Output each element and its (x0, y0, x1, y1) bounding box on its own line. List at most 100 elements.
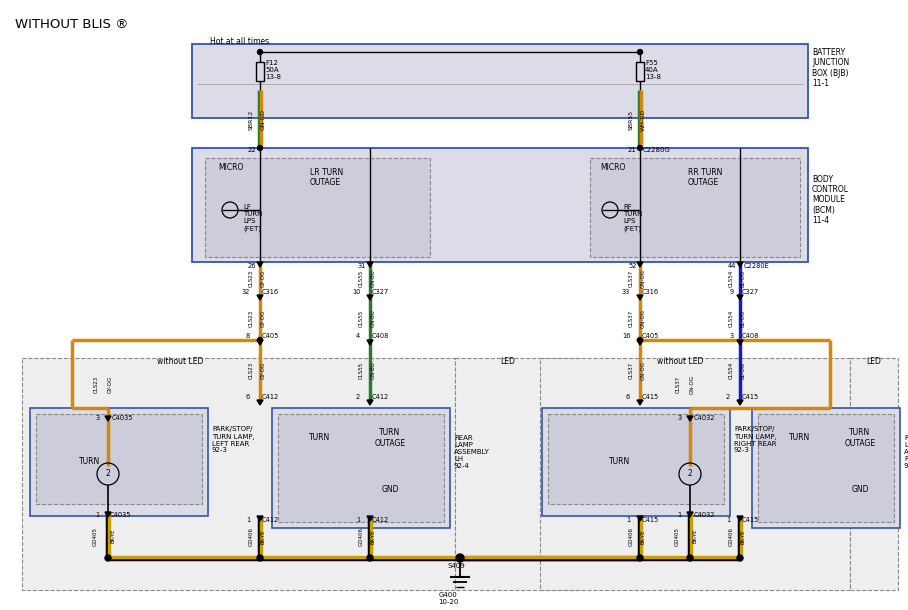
Text: C4035: C4035 (112, 415, 133, 421)
Text: 10: 10 (352, 289, 360, 295)
Polygon shape (850, 358, 898, 590)
Polygon shape (257, 516, 263, 521)
Text: CLS54: CLS54 (728, 361, 734, 379)
Text: LED: LED (500, 357, 516, 367)
Text: 3: 3 (730, 333, 735, 339)
Text: C405: C405 (642, 333, 659, 339)
Polygon shape (758, 414, 894, 522)
Text: 2: 2 (726, 394, 730, 400)
Text: CLS54: CLS54 (728, 270, 734, 287)
Text: CLS37: CLS37 (676, 375, 680, 393)
Polygon shape (36, 414, 202, 504)
Polygon shape (637, 400, 643, 405)
Text: WH-RD: WH-RD (640, 109, 646, 131)
Text: 2: 2 (356, 394, 360, 400)
Text: G400
10-20: G400 10-20 (438, 592, 459, 605)
Text: 31: 31 (358, 263, 366, 269)
Text: C2280E: C2280E (744, 263, 770, 269)
Polygon shape (257, 262, 263, 267)
Polygon shape (637, 295, 643, 300)
Text: 52: 52 (628, 263, 637, 269)
Text: 6: 6 (626, 394, 630, 400)
Text: BK-YE: BK-YE (693, 529, 697, 544)
Polygon shape (542, 408, 730, 516)
Text: C412: C412 (372, 394, 390, 400)
Circle shape (456, 554, 464, 562)
Text: 32: 32 (242, 289, 251, 295)
Circle shape (687, 555, 693, 561)
Circle shape (637, 49, 643, 54)
Polygon shape (637, 262, 643, 267)
Polygon shape (367, 400, 373, 405)
Text: 22: 22 (247, 147, 256, 153)
Text: RR TURN
OUTAGE: RR TURN OUTAGE (688, 168, 723, 187)
Polygon shape (105, 512, 111, 517)
Polygon shape (367, 295, 373, 300)
Polygon shape (687, 416, 693, 421)
Text: 44: 44 (728, 263, 736, 269)
Text: GND: GND (381, 486, 399, 495)
Text: 3: 3 (678, 415, 682, 421)
Polygon shape (257, 400, 263, 405)
Text: 1: 1 (726, 517, 730, 523)
Text: C316: C316 (642, 289, 659, 295)
Text: 2: 2 (105, 470, 111, 478)
Polygon shape (737, 340, 743, 345)
Text: 4: 4 (356, 333, 360, 339)
Circle shape (105, 555, 111, 561)
Polygon shape (272, 408, 450, 528)
Text: TURN: TURN (789, 434, 811, 442)
Text: 6: 6 (246, 394, 251, 400)
Text: CLS23: CLS23 (94, 375, 98, 393)
Polygon shape (367, 262, 373, 267)
Circle shape (258, 337, 262, 342)
Text: LR TURN
OUTAGE: LR TURN OUTAGE (310, 168, 343, 187)
Text: C412: C412 (372, 517, 390, 523)
Text: 1: 1 (626, 517, 630, 523)
Text: TURN
OUTAGE: TURN OUTAGE (844, 428, 875, 448)
Circle shape (637, 146, 643, 151)
Text: BL-OG: BL-OG (741, 270, 745, 287)
Text: GY-OG: GY-OG (261, 309, 265, 326)
Text: GN-OG: GN-OG (640, 268, 646, 287)
Text: GN-BU: GN-BU (370, 269, 376, 287)
Polygon shape (30, 408, 208, 516)
Text: CLS23: CLS23 (249, 309, 253, 326)
Text: CLS54: CLS54 (728, 309, 734, 326)
Circle shape (258, 49, 262, 54)
Text: C4035: C4035 (110, 512, 132, 518)
Text: C405: C405 (262, 333, 280, 339)
Text: 1: 1 (677, 512, 681, 518)
Circle shape (737, 555, 743, 561)
Polygon shape (637, 340, 643, 345)
Text: Hot at all times: Hot at all times (210, 37, 269, 46)
Text: GY-OG: GY-OG (261, 361, 265, 379)
Circle shape (257, 555, 263, 561)
Polygon shape (257, 295, 263, 300)
Text: BODY
CONTROL
MODULE
(BCM)
11-4: BODY CONTROL MODULE (BCM) 11-4 (812, 174, 849, 225)
Text: GY-OG: GY-OG (261, 270, 265, 287)
Text: TURN: TURN (310, 434, 331, 442)
Text: TURN: TURN (609, 458, 631, 467)
Text: 1: 1 (95, 512, 99, 518)
Text: WITHOUT BLIS ®: WITHOUT BLIS ® (15, 18, 129, 30)
Text: CLS37: CLS37 (628, 309, 634, 326)
Text: C408: C408 (742, 333, 759, 339)
Polygon shape (737, 516, 743, 521)
Text: CLS23: CLS23 (249, 270, 253, 287)
Text: GND: GND (852, 486, 869, 495)
Text: GD406: GD406 (728, 528, 734, 547)
Text: SBR12: SBR12 (249, 110, 253, 130)
Text: RF
TURN
LPS
(FET): RF TURN LPS (FET) (623, 204, 642, 232)
Text: 2: 2 (687, 470, 693, 478)
Text: PARK/STOP/
TURN LAMP,
LEFT REAR
92-3: PARK/STOP/ TURN LAMP, LEFT REAR 92-3 (212, 426, 255, 453)
Text: GN-RD: GN-RD (261, 110, 265, 131)
Text: CLS37: CLS37 (628, 361, 634, 379)
Text: 3: 3 (96, 415, 100, 421)
Circle shape (258, 146, 262, 151)
Polygon shape (278, 414, 444, 522)
Text: GD406: GD406 (628, 528, 634, 547)
Text: LF
TURN
LPS
(FET): LF TURN LPS (FET) (243, 204, 262, 232)
Text: LED: LED (866, 357, 882, 367)
Text: F12
50A
13-8: F12 50A 13-8 (265, 60, 281, 80)
